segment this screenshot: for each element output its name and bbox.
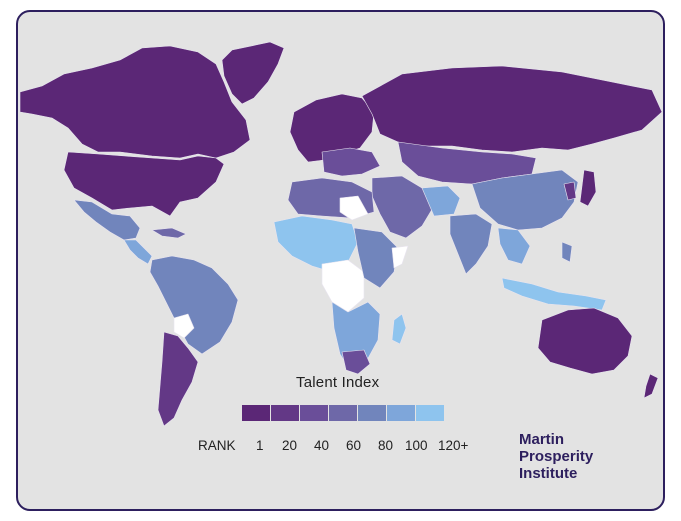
region-australia (537, 307, 633, 375)
region-mexico (73, 199, 141, 241)
rank-tick: 80 (378, 438, 394, 453)
region-southeast-asia (497, 227, 531, 265)
region-japan (579, 169, 597, 207)
legend-swatch (271, 405, 299, 421)
legend-swatch (358, 405, 386, 421)
legend-swatch (329, 405, 357, 421)
region-eastern-europe (321, 147, 381, 177)
region-south-africa (341, 349, 371, 375)
region-china (471, 169, 579, 231)
region-europe (289, 93, 375, 163)
region-russia (361, 65, 663, 153)
region-central-africa (321, 259, 365, 313)
region-bolivia (173, 313, 195, 339)
legend-swatch (300, 405, 328, 421)
rank-label: RANK (198, 438, 236, 453)
region-korea (563, 181, 577, 201)
region-india (449, 213, 493, 275)
rank-tick: 120+ (438, 438, 469, 453)
rank-tick: 60 (346, 438, 362, 453)
rank-tick: 20 (282, 438, 298, 453)
region-iran-afghanistan (421, 185, 461, 217)
region-greenland (221, 41, 285, 105)
region-usa (63, 151, 225, 217)
region-philippines (561, 241, 573, 263)
region-caribbean (151, 227, 187, 239)
legend-title: Talent Index (296, 374, 380, 391)
region-central-america (123, 239, 153, 265)
world-map (19, 41, 663, 427)
region-canada-alaska (19, 45, 251, 159)
region-madagascar (391, 313, 407, 345)
logo-line-3: Institute (519, 465, 578, 482)
rank-tick: 1 (256, 438, 264, 453)
region-horn-no-data (391, 245, 409, 269)
rank-tick: 100 (405, 438, 428, 453)
legend-swatch (416, 405, 444, 421)
region-south-america-north (149, 255, 239, 355)
rank-tick: 40 (314, 438, 330, 453)
institute-logo: Martin Prosperity Institute (519, 431, 593, 482)
legend-color-scale (242, 405, 445, 421)
region-indonesia (501, 277, 607, 311)
region-east-africa (353, 227, 399, 289)
legend-swatch (242, 405, 270, 421)
region-new-zealand (643, 373, 659, 399)
region-middle-east (371, 175, 435, 239)
region-southern-cone (157, 331, 199, 427)
logo-line-2: Prosperity (519, 448, 594, 465)
map-frame: Talent Index RANK 1 20 40 60 80 100 120+… (16, 10, 665, 511)
region-sahara-no-data (339, 195, 369, 221)
logo-line-1: Martin (519, 431, 564, 448)
legend-swatch (387, 405, 415, 421)
